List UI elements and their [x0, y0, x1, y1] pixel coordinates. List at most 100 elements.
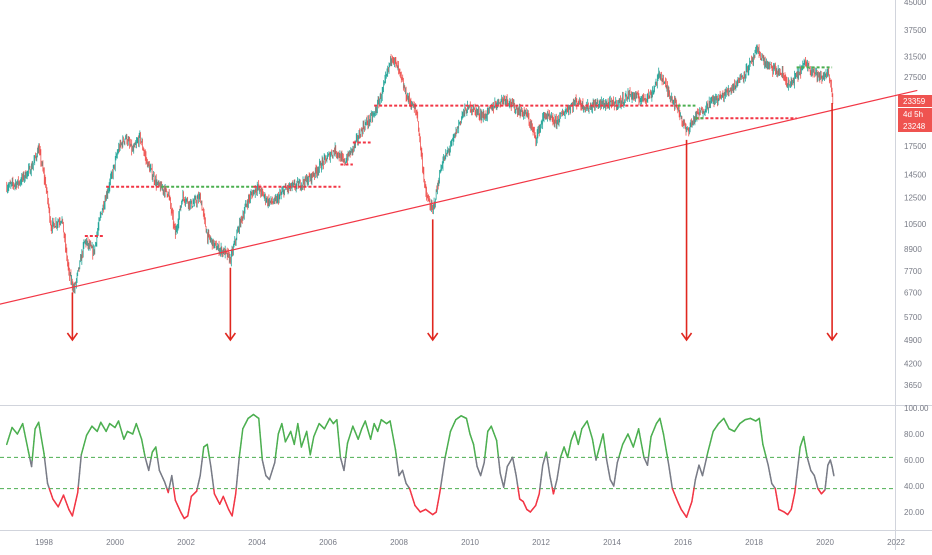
oscillator-segment	[485, 452, 486, 457]
oscillator-segment	[796, 477, 797, 485]
oscillator-segment	[498, 451, 499, 456]
price-tick-label: 3650	[904, 381, 922, 390]
time-tick-label: 2008	[390, 538, 408, 547]
oscillator-segment	[32, 454, 33, 460]
oscillator-segment	[45, 463, 46, 468]
oscillator-segment	[666, 450, 667, 455]
oscillator-segment	[236, 488, 237, 494]
time-tick-label: 1998	[35, 538, 53, 547]
oscillator-segment	[261, 446, 262, 453]
price-tick-label: 10500	[904, 220, 927, 229]
time-tick-label: 2002	[177, 538, 195, 547]
oscillator-segment	[443, 463, 444, 469]
oscillator-tick-label: 20.00	[904, 508, 925, 517]
oscillator-segment	[484, 457, 485, 462]
oscillator-segment	[46, 468, 47, 473]
oscillator-segment	[500, 468, 501, 473]
time-tick-label: 2022	[887, 538, 905, 547]
oscillator-segment	[798, 455, 799, 463]
oscillator-segment	[43, 448, 44, 453]
oscillator-segment	[795, 485, 796, 493]
oscillator-segment	[487, 437, 488, 442]
price-tick-label: 4900	[904, 336, 922, 345]
oscillator-segment	[35, 429, 36, 435]
oscillator-segment	[40, 433, 41, 438]
time-tick-label: 2004	[248, 538, 266, 547]
price-tick-label: 27500	[904, 73, 927, 82]
oscillator-segment	[337, 420, 338, 426]
oscillator-segment	[444, 457, 445, 463]
oscillator-segment	[440, 487, 441, 493]
oscillator-segment	[39, 422, 40, 427]
oscillator-segment	[337, 426, 338, 432]
oscillator-segment	[665, 444, 666, 449]
oscillator-segment	[262, 453, 263, 460]
oscillator-segment	[80, 461, 81, 467]
oscillator-segment	[33, 441, 34, 447]
oscillator-segment	[33, 448, 34, 454]
time-tick-label: 2010	[461, 538, 479, 547]
oscillator-segment	[80, 467, 81, 473]
oscillator-segment	[339, 439, 340, 445]
price-label: 23359	[898, 95, 932, 107]
oscillator-segment	[238, 463, 239, 469]
oscillator-segment	[46, 473, 47, 478]
price-tick-label: 17500	[904, 142, 927, 151]
price-tick-label: 6700	[904, 288, 922, 297]
oscillator-segment	[259, 418, 260, 425]
oscillator-segment	[499, 462, 500, 467]
oscillator-segment	[664, 439, 665, 444]
oscillator-tick-label: 80.00	[904, 430, 925, 439]
oscillator-segment	[79, 474, 80, 480]
price-label-text: 23248	[903, 122, 926, 131]
price-tick-label: 31500	[904, 52, 927, 61]
oscillator-segment	[45, 458, 46, 463]
oscillator-segment	[498, 457, 499, 462]
time-tick-label: 2014	[603, 538, 621, 547]
oscillator-segment	[497, 441, 498, 446]
oscillator-segment	[34, 435, 35, 441]
oscillator-segment	[668, 460, 669, 465]
oscillator-segment	[340, 451, 341, 457]
oscillator-segment	[485, 447, 486, 452]
oscillator-segment	[32, 460, 33, 466]
oscillator-segment	[260, 432, 261, 439]
time-tick-label: 2006	[319, 538, 337, 547]
price-labels: 23359 4d 5h 23248	[898, 95, 932, 132]
oscillator-segment	[441, 481, 442, 487]
price-tick-label: 7700	[904, 267, 922, 276]
time-tick-label: 2012	[532, 538, 550, 547]
price-tick-label: 14500	[904, 171, 927, 180]
price-tick-label: 4200	[904, 360, 922, 369]
time-tick-label: 2016	[674, 538, 692, 547]
time-tick-label: 2018	[745, 538, 763, 547]
oscillator-segment	[663, 434, 664, 439]
oscillator-segment	[442, 475, 443, 481]
oscillator-segment	[237, 476, 238, 482]
oscillator-segment	[487, 431, 488, 436]
oscillator-segment	[41, 438, 42, 443]
oscillator-segment	[259, 425, 260, 432]
oscillator-segment	[44, 454, 45, 459]
price-label: 23248	[898, 120, 932, 132]
oscillator-segment	[237, 470, 238, 476]
time-tick-label: 2000	[106, 538, 124, 547]
price-tick-label: 5700	[904, 313, 922, 322]
oscillator-segment	[40, 428, 41, 433]
oscillator-segment	[667, 455, 668, 460]
oscillator-segment	[338, 432, 339, 438]
oscillator-segment	[442, 469, 443, 475]
oscillator-segment	[339, 445, 340, 451]
price-label: 4d 5h	[898, 108, 932, 120]
oscillator-tick-label: 40.00	[904, 482, 925, 491]
price-tick-label: 8900	[904, 245, 922, 254]
oscillator-tick-label: 60.00	[904, 456, 925, 465]
oscillator-segment	[261, 439, 262, 446]
oscillator-tick-label: 100.00	[904, 404, 929, 413]
oscillator-segment	[486, 442, 487, 447]
price-tick-label: 45000	[904, 0, 927, 7]
oscillator-segment	[42, 443, 43, 448]
price-label-text: 23359	[903, 97, 926, 106]
